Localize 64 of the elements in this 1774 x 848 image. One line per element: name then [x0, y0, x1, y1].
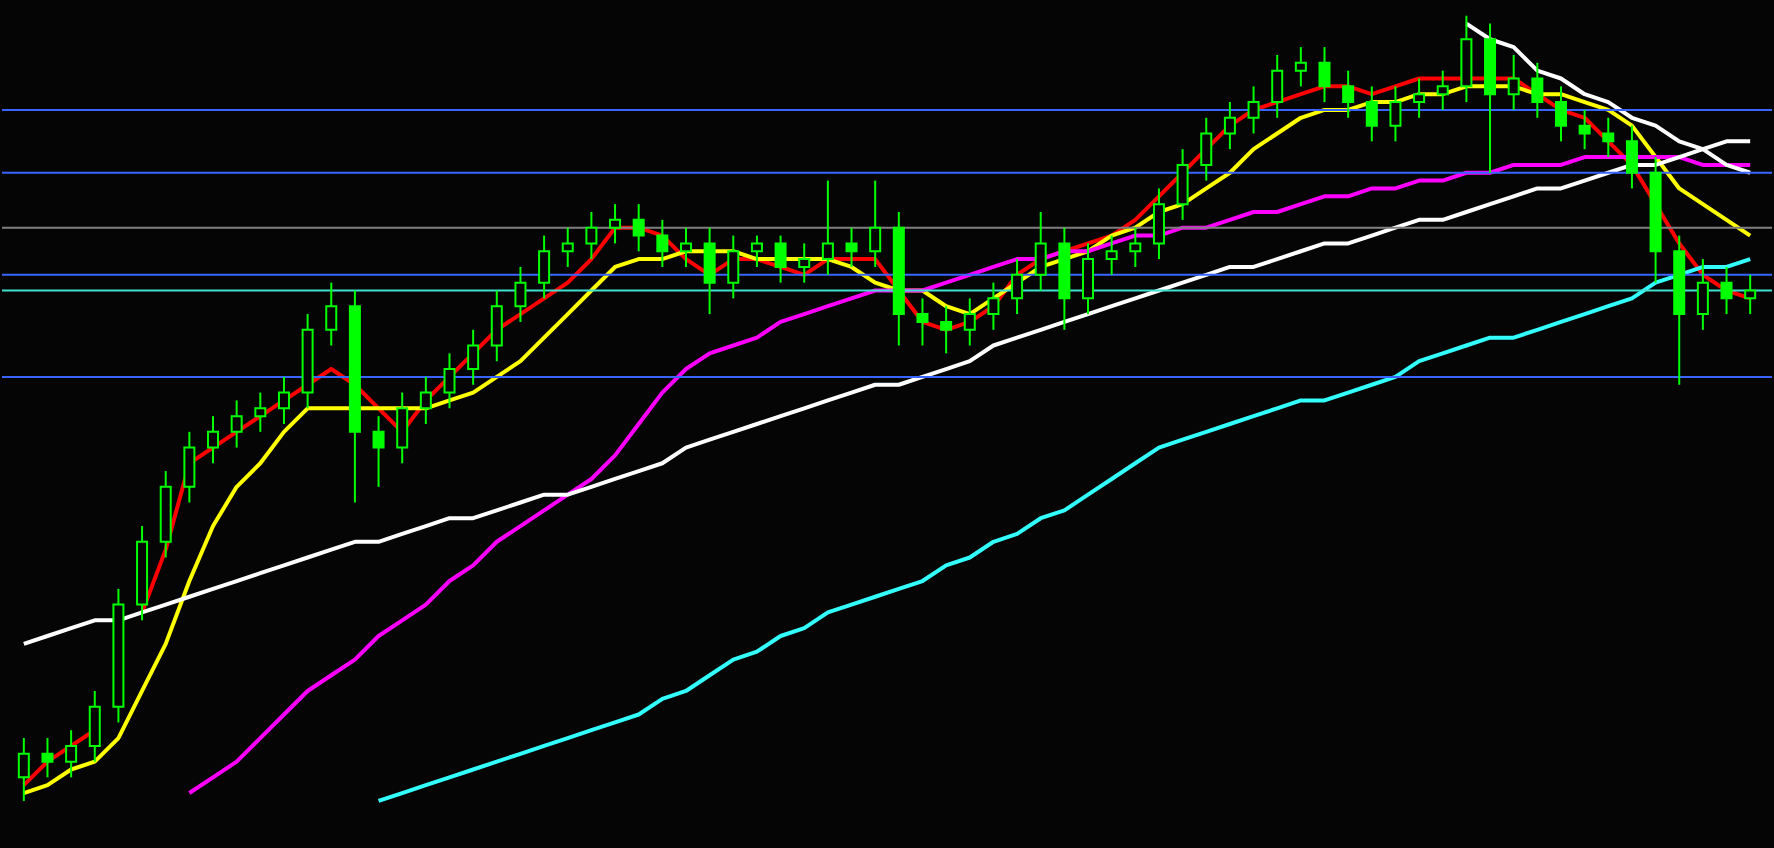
- candlestick: [41, 737, 54, 779]
- candlestick: [656, 218, 669, 268]
- candlestick: [845, 226, 858, 268]
- candlestick: [88, 689, 101, 763]
- candlestick: [774, 234, 787, 284]
- candlestick: [1389, 85, 1402, 143]
- candlestick: [1578, 108, 1591, 151]
- candlestick: [538, 234, 551, 300]
- candlestick: [1720, 265, 1733, 316]
- candlestick: [183, 430, 196, 504]
- candlestick: [17, 737, 30, 802]
- candlestick: [467, 328, 480, 386]
- candlestick: [1365, 85, 1378, 143]
- candlestick: [207, 415, 220, 465]
- candlestick: [230, 399, 243, 449]
- candlestick: [1531, 61, 1544, 119]
- candlestick: [1223, 101, 1236, 151]
- candlestick: [419, 375, 432, 425]
- candlestick: [727, 234, 740, 300]
- candlestick: [916, 297, 929, 347]
- candlestick: [1294, 46, 1307, 88]
- candlestick: [1460, 14, 1473, 104]
- candlestick: [1744, 273, 1757, 316]
- candlestick: [490, 289, 503, 363]
- candlestick: [703, 226, 716, 316]
- candlestick: [963, 297, 976, 347]
- candlestick: [325, 281, 338, 347]
- candlestick: [1602, 116, 1615, 159]
- candlestick: [632, 203, 645, 253]
- candlestick: [65, 729, 78, 779]
- candlestick: [679, 226, 692, 268]
- candlestick: [1152, 187, 1165, 261]
- candlestick: [1034, 211, 1047, 292]
- candlestick: [940, 305, 953, 355]
- candlestick: [1271, 53, 1284, 119]
- candlestick: [750, 234, 763, 268]
- candlestick: [1554, 85, 1567, 143]
- candlestick: [821, 179, 834, 276]
- candlestick: [1129, 226, 1142, 268]
- candlestick: [1200, 116, 1213, 182]
- candlestick: [1247, 85, 1260, 135]
- candlestick: [514, 265, 527, 323]
- candlestick: [869, 179, 882, 268]
- candlestick: [1625, 124, 1638, 190]
- candlestick: [1318, 46, 1331, 104]
- candlestick: [585, 211, 598, 261]
- candlestick: [1342, 69, 1355, 119]
- candlestick: [1507, 53, 1520, 111]
- candlestick: [1105, 234, 1118, 276]
- candlestick: [372, 415, 385, 488]
- candlestick: [277, 375, 290, 425]
- candlestick: [443, 352, 456, 410]
- candlestick: [1176, 148, 1189, 221]
- candlestick: [396, 391, 409, 465]
- candlestick: [1413, 77, 1426, 119]
- candlestick: [1436, 69, 1449, 111]
- candlestick: [254, 391, 267, 433]
- candlestick: [609, 203, 622, 245]
- candlestick: [1082, 242, 1095, 316]
- candlestick: [798, 242, 811, 284]
- candlestick: [1696, 258, 1709, 331]
- candlestick: [1011, 258, 1024, 316]
- candlestick: [561, 226, 574, 268]
- candlestick: [987, 281, 1000, 331]
